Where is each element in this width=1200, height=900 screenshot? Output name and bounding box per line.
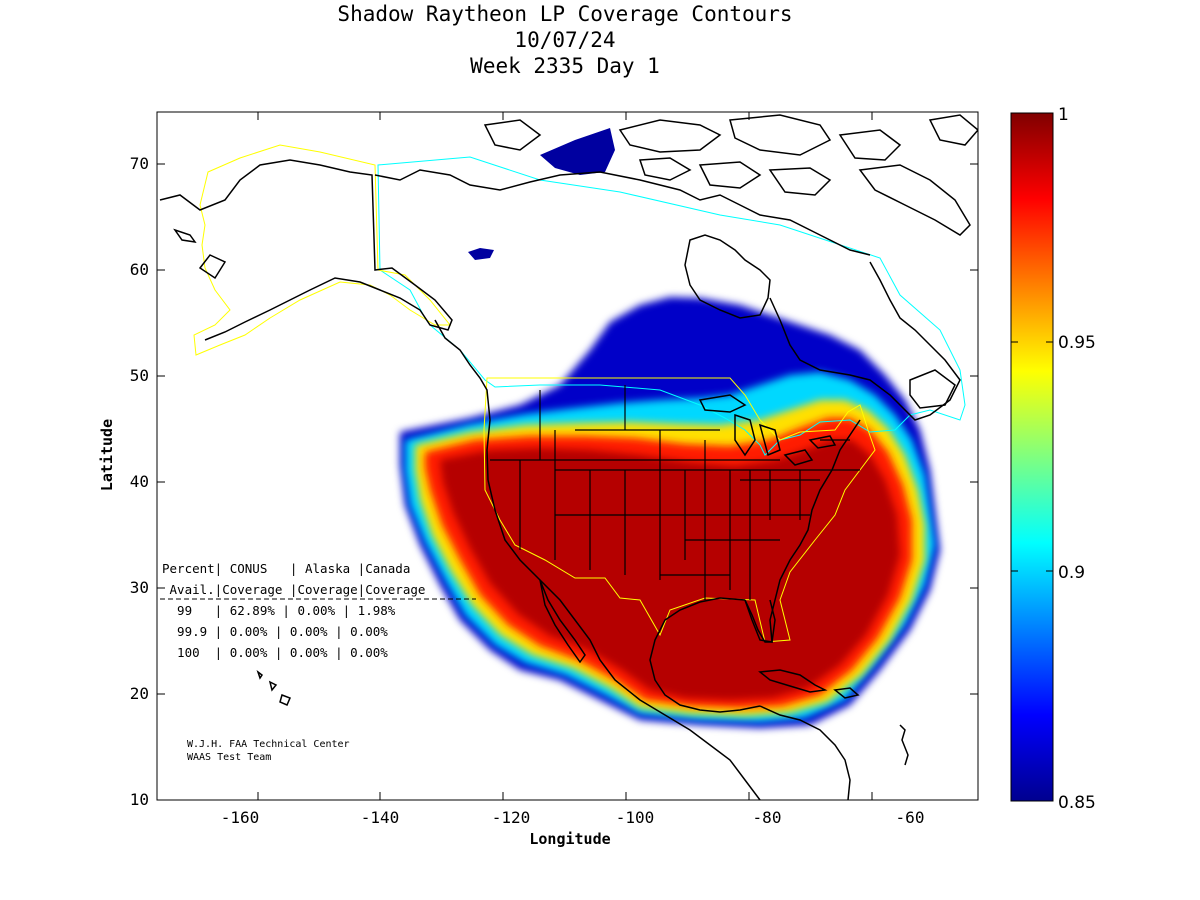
x-tick-label: -100: [616, 808, 655, 827]
canada-boundary: [377, 156, 966, 456]
y-tick-label: 60: [130, 260, 149, 279]
x-axis-ticks: [257, 112, 873, 800]
x-axis-label: Longitude: [529, 830, 610, 848]
coverage-table: Percent| CONUS | Alaska |Canada Avail.|C…: [160, 561, 476, 660]
colorbar: [1010, 112, 1054, 802]
chart-week: Week 2335 Day 1: [470, 54, 660, 78]
x-tick-label: -160: [221, 808, 260, 827]
y-tick-label: 70: [130, 154, 149, 173]
table-row: 99.9 | 0.00% | 0.00% | 0.00%: [162, 624, 388, 639]
colorbar-tick-label: 0.85: [1058, 793, 1096, 813]
coverage-contours: [159, 114, 978, 800]
colorbar-tick-label: 1: [1058, 105, 1069, 125]
y-axis-ticks: [157, 163, 978, 801]
colorbar-ticks: [1011, 341, 1053, 572]
coverage-patch-north: [540, 128, 615, 175]
credit-line: WAAS Test Team: [187, 752, 271, 763]
y-tick-label: 20: [130, 684, 149, 703]
chart-title: Shadow Raytheon LP Coverage Contours: [337, 2, 793, 26]
chart-date: 10/07/24: [514, 28, 616, 52]
y-tick-label: 50: [130, 366, 149, 385]
plot-frame: [156, 111, 979, 801]
y-axis-label: Latitude: [98, 419, 116, 491]
state-boundaries: [490, 385, 860, 600]
credit-line: W.J.H. FAA Technical Center: [187, 739, 350, 750]
colorbar-tick-label: 0.9: [1058, 563, 1085, 583]
x-tick-label: -80: [753, 808, 782, 827]
alaska-boundary: [193, 144, 452, 356]
table-row: 100 | 0.00% | 0.00% | 0.00%: [162, 645, 388, 660]
x-tick-label: -60: [896, 808, 925, 827]
table-header: Percent| CONUS | Alaska |Canada: [162, 561, 410, 576]
y-tick-label: 40: [130, 472, 149, 491]
table-header: Avail.|Coverage |Coverage|Coverage: [162, 582, 425, 597]
conus-boundary: [483, 377, 876, 643]
coverage-patch-hudson: [468, 248, 494, 260]
coastlines: [159, 114, 978, 800]
table-row: 99 | 62.89% | 0.00% | 1.98%: [162, 603, 396, 618]
x-tick-label: -120: [492, 808, 531, 827]
colorbar-tick-label: 0.95: [1058, 333, 1096, 353]
y-tick-label: 30: [130, 578, 149, 597]
x-tick-label: -140: [361, 808, 400, 827]
y-tick-label: 10: [130, 790, 149, 809]
